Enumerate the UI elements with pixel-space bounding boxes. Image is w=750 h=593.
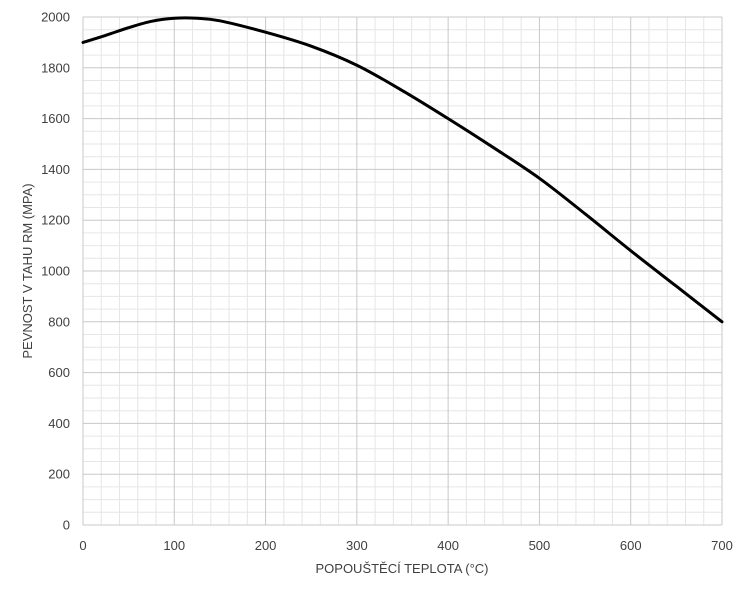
x-axis-title: POPOUŠTĚCÍ TEPLOTA (°C) [315,561,488,576]
x-tick-label: 500 [529,538,551,553]
y-tick-label: 1800 [41,60,70,75]
x-tick-label: 700 [711,538,733,553]
y-tick-label: 200 [48,467,70,482]
y-tick-label: 1400 [41,162,70,177]
y-axis-tick-labels: 0 200 400 600 800 1000 1200 1400 1600 1800 2000 [41,10,70,533]
x-tick-label: 0 [79,538,86,553]
x-tick-label: 600 [620,538,642,553]
x-tick-label: 100 [163,538,185,553]
y-tick-label: 1000 [41,264,70,279]
y-tick-label: 400 [48,416,70,431]
y-tick-label: 600 [48,365,70,380]
x-tick-label: 400 [437,538,459,553]
major-gridlines [82,16,723,526]
x-tick-label: 200 [255,538,277,553]
y-tick-label: 2000 [41,10,70,25]
data-series [81,16,724,324]
y-tick-label: 1600 [41,111,70,126]
y-tick-label: 0 [63,518,70,533]
x-axis-tick-labels: 0 100 200 300 400 500 600 700 [79,538,732,553]
x-tick-label: 300 [346,538,368,553]
y-tick-label: 800 [48,314,70,329]
series-line [81,16,724,324]
y-axis-title: PEVNOST V TAHU RM (MPA) [20,183,35,358]
y-tick-label: 1200 [41,213,70,228]
